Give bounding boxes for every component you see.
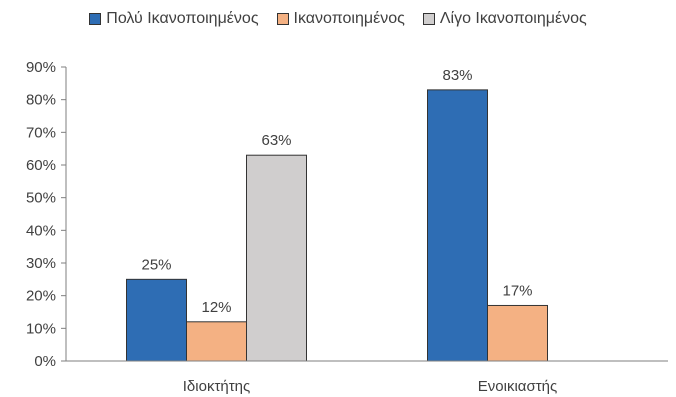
bar-0-0	[126, 278, 187, 362]
data-label-0-0: 25%	[141, 256, 171, 273]
bar-1-0	[186, 321, 247, 362]
y-tick-label-0: 0%	[34, 353, 56, 370]
data-label-1-0: 12%	[201, 299, 231, 316]
legend-label-1: Ικανοποιημένος	[293, 10, 405, 27]
y-tick-label-8: 80%	[26, 92, 56, 109]
bar-0-1	[427, 89, 488, 362]
legend-swatch-1	[276, 13, 289, 25]
legend-swatch-2	[422, 13, 435, 25]
data-label-1-1: 17%	[502, 282, 532, 299]
x-category-label-0: Ιδιοκτήτης	[183, 378, 250, 395]
legend-label-2: Λίγο Ικανοποιημένος	[439, 10, 587, 27]
y-tick-label-5: 50%	[26, 190, 56, 207]
x-category-label-1: Ενοικιαστής	[478, 378, 557, 395]
legend-item-0: Πολύ Ικανοποιημένος	[89, 10, 259, 28]
data-label-2-0: 63%	[261, 132, 291, 149]
data-label-0-1: 83%	[442, 67, 472, 84]
y-tick-label-9: 90%	[26, 59, 56, 76]
legend-item-2: Λίγο Ικανοποιημένος	[422, 10, 587, 28]
legend-swatch-0	[89, 13, 102, 25]
y-tick-label-6: 60%	[26, 157, 56, 174]
bar-2-0	[246, 154, 307, 362]
y-tick-label-4: 40%	[26, 222, 56, 239]
y-tick-label-3: 30%	[26, 255, 56, 272]
legend-label-0: Πολύ Ικανοποιημένος	[106, 10, 259, 27]
legend: Πολύ Ικανοποιημένος Ικανοποιημένος Λίγο …	[0, 10, 676, 28]
y-tick-label-2: 20%	[26, 288, 56, 305]
legend-item-1: Ικανοποιημένος	[276, 10, 405, 28]
bar-1-1	[487, 304, 548, 362]
y-tick-label-1: 10%	[26, 320, 56, 337]
y-tick-label-7: 70%	[26, 124, 56, 141]
